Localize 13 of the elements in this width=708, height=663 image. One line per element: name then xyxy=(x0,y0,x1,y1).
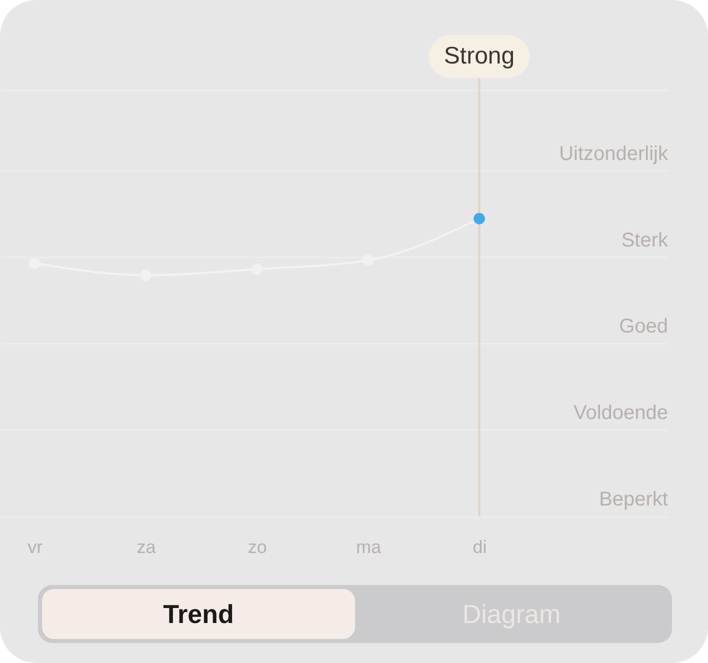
x-tick-label: vr xyxy=(28,537,43,557)
ref-line-label: Sterk xyxy=(621,229,669,252)
ref-line-label: Strong xyxy=(444,42,515,70)
x-tick-label: di xyxy=(472,537,487,557)
selected-tab-button: Trend xyxy=(42,589,355,639)
x-tick-label: ma xyxy=(356,537,382,557)
point xyxy=(474,212,485,224)
text: Beperkt xyxy=(599,488,668,510)
ref-line-label: Voldoende xyxy=(573,402,668,424)
x-tick-label: zo xyxy=(248,537,267,557)
ref-line-label: Goed xyxy=(619,316,668,338)
x-tick-label: za xyxy=(136,537,157,557)
ref-line-label: Uitzonderlijk xyxy=(559,142,669,165)
